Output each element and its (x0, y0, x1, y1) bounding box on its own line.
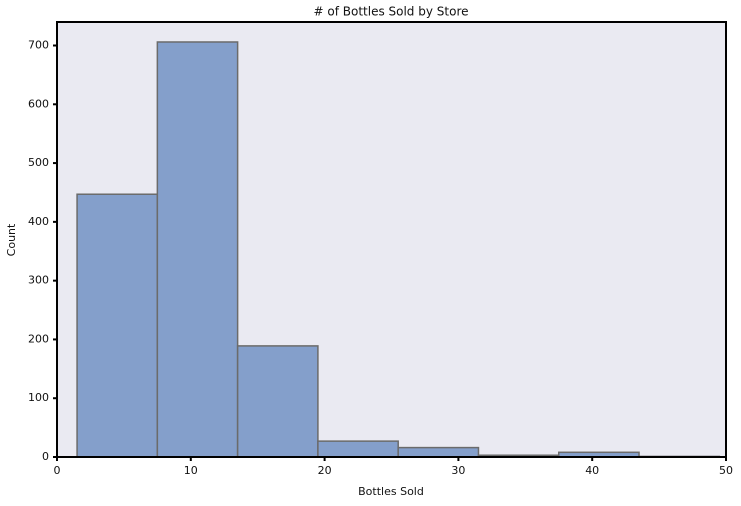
bar (317, 440, 399, 458)
x-tick-label: 30 (451, 464, 465, 477)
x-tick-label: 10 (184, 464, 198, 477)
chart-title: # of Bottles Sold by Store (314, 5, 469, 19)
y-tick-label: 100 (28, 391, 49, 404)
plot-frame (56, 21, 727, 458)
y-axis-label: Count (5, 223, 18, 256)
y-tick-label: 0 (42, 450, 49, 463)
bar (397, 446, 480, 458)
x-axis-label: Bottles Sold (358, 485, 424, 498)
y-tick-label: 300 (28, 274, 49, 287)
y-tick-label: 500 (28, 156, 49, 169)
bar (156, 41, 239, 458)
y-tick-label: 400 (28, 215, 49, 228)
y-tick-label: 700 (28, 39, 49, 52)
y-tick-label: 600 (28, 97, 49, 110)
bar (76, 193, 159, 458)
x-tick-label: 20 (318, 464, 332, 477)
x-tick-label: 0 (54, 464, 61, 477)
x-tick-label: 40 (585, 464, 599, 477)
y-tick-label: 200 (28, 332, 49, 345)
x-tick-label: 50 (719, 464, 733, 477)
bar (236, 345, 319, 458)
